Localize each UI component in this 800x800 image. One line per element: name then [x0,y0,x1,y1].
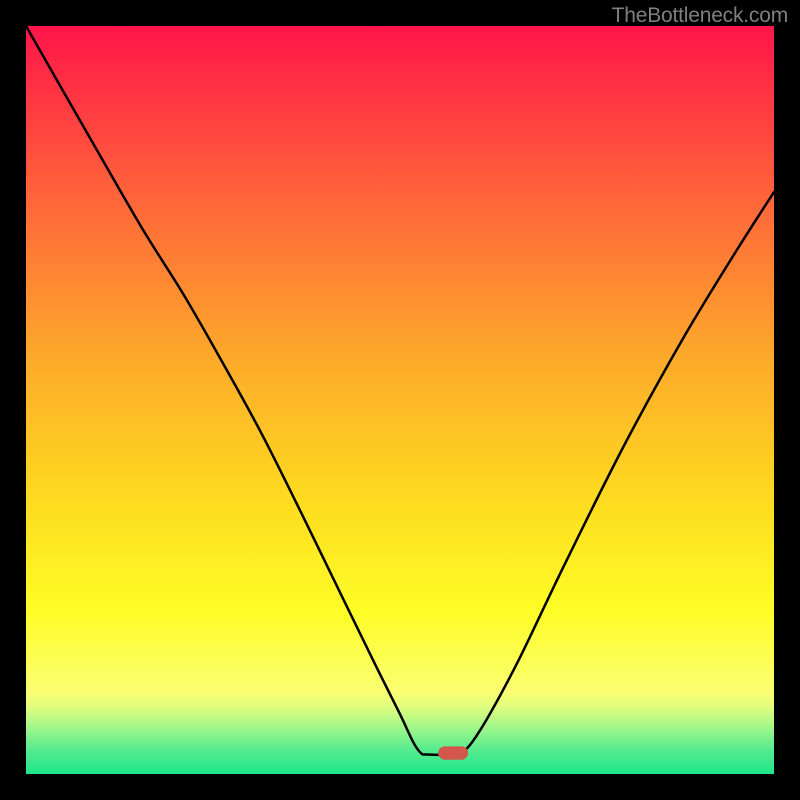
warm-gradient-bg [26,26,774,692]
watermark-label: TheBottleneck.com [612,4,788,28]
plot-area [26,26,774,774]
green-gradient-bg [26,692,774,774]
chart-container: TheBottleneck.com [0,0,800,800]
